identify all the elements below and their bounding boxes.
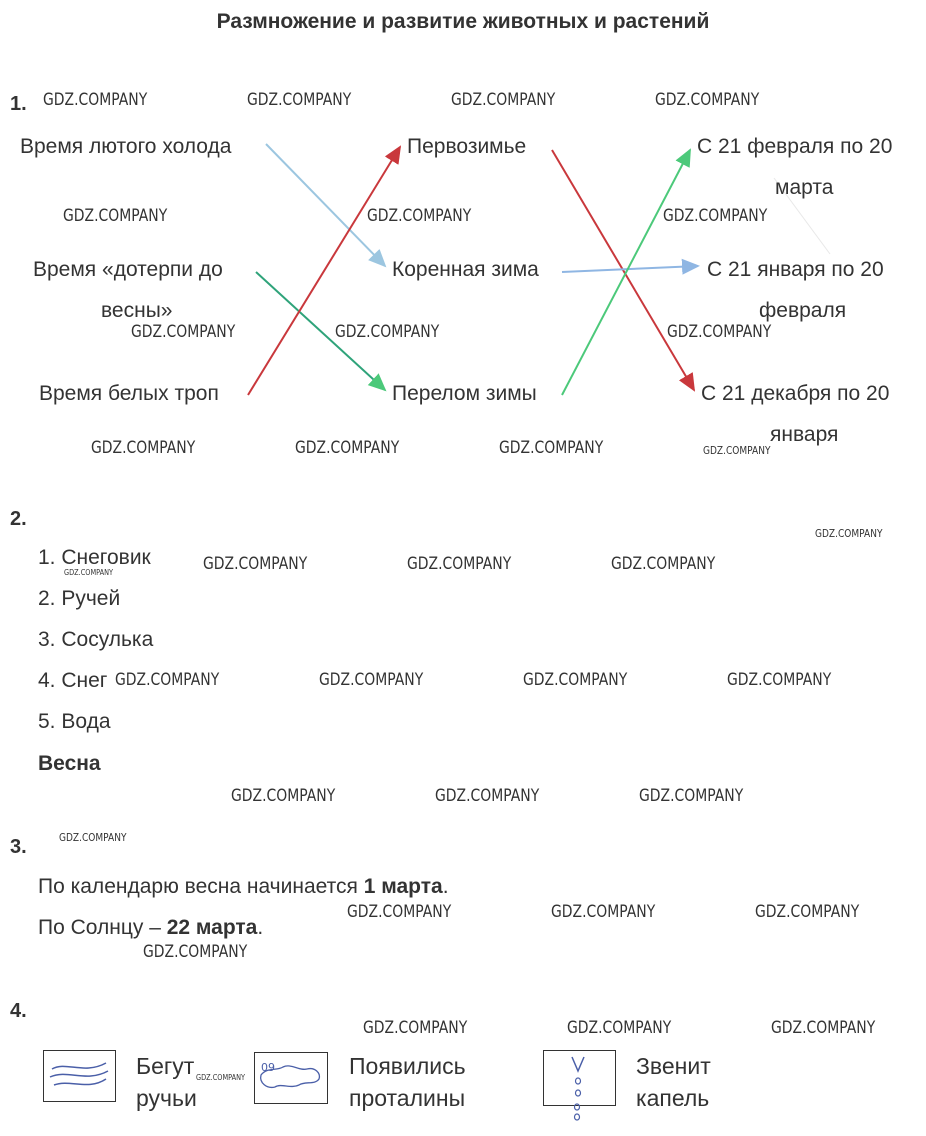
- card-dripping-caption: Звенит капель: [636, 1053, 711, 1111]
- left-item-endure-2: весны»: [101, 299, 173, 322]
- arrow-endure-to-break: [255, 271, 387, 392]
- right-item-dec-jan-2: января: [770, 423, 839, 446]
- watermark: GDZ.COMPANY: [611, 554, 716, 574]
- watermark: GDZ.COMPANY: [663, 206, 768, 226]
- watermark: GDZ.COMPANY: [63, 206, 168, 226]
- watermark: GDZ.COMPANY: [196, 1073, 246, 1082]
- watermark: GDZ.COMPANY: [131, 322, 236, 342]
- watermark: GDZ.COMPANY: [347, 902, 452, 922]
- card-thawed-caption: Появились проталины: [349, 1053, 466, 1111]
- task2-number: 2.: [10, 508, 27, 530]
- watermark: GDZ.COMPANY: [771, 1018, 876, 1038]
- thawed-patches-icon: 09: [254, 1052, 328, 1104]
- watermark: GDZ.COMPANY: [815, 527, 883, 540]
- arrow-break-to-feb: [561, 148, 691, 396]
- calendar-spring-line: По календарю весна начинается 1 марта.: [38, 875, 449, 898]
- watermark: GDZ.COMPANY: [203, 554, 308, 574]
- list-item-snow: 4. Снег: [38, 669, 108, 692]
- watermark: GDZ.COMPANY: [115, 670, 220, 690]
- arrow-root-to-jan: [561, 258, 700, 275]
- watermark: GDZ.COMPANY: [655, 90, 760, 110]
- watermark: GDZ.COMPANY: [335, 322, 440, 342]
- solar-spring-line: По Солнцу – 22 марта.: [38, 916, 264, 939]
- watermark: GDZ.COMPANY: [523, 670, 628, 690]
- middle-item-first-winter: Первозимье: [407, 135, 527, 158]
- watermark: GDZ.COMPANY: [667, 322, 772, 342]
- watermark: GDZ.COMPANY: [143, 942, 248, 962]
- left-item-cold: Время лютого холода: [20, 135, 232, 158]
- right-item-feb-mar-2: марта: [775, 176, 834, 199]
- right-item-jan-feb-1: С 21 января по 20: [707, 258, 884, 281]
- streams-icon: [43, 1050, 116, 1102]
- watermark: GDZ.COMPANY: [64, 568, 114, 577]
- middle-item-root-winter: Коренная зима: [392, 258, 539, 281]
- task3-number: 3.: [10, 836, 27, 858]
- left-item-endure-1: Время «дотерпи до: [33, 258, 223, 281]
- watermark: GDZ.COMPANY: [435, 786, 540, 806]
- right-item-dec-jan-1: С 21 декабря по 20: [701, 382, 890, 405]
- watermark: GDZ.COMPANY: [319, 670, 424, 690]
- list-item-icicle: 3. Сосулька: [38, 628, 154, 651]
- list-item-snowman: 1. Снеговик: [38, 546, 151, 569]
- left-item-white-trails: Время белых троп: [39, 382, 219, 405]
- page-title: Размножение и развитие животных и растен…: [216, 10, 710, 33]
- watermark: GDZ.COMPANY: [247, 90, 352, 110]
- watermark: GDZ.COMPANY: [499, 438, 604, 458]
- watermark: GDZ.COMPANY: [43, 90, 148, 110]
- watermark: GDZ.COMPANY: [367, 206, 472, 226]
- watermark: GDZ.COMPANY: [91, 438, 196, 458]
- watermark: GDZ.COMPANY: [59, 831, 127, 844]
- arrow-cold-to-root: [265, 143, 387, 268]
- watermark: GDZ.COMPANY: [407, 554, 512, 574]
- watermark: GDZ.COMPANY: [703, 444, 771, 457]
- dripping-icon: [543, 1050, 616, 1121]
- arrow-white-to-first: [247, 145, 402, 396]
- watermark: GDZ.COMPANY: [551, 902, 656, 922]
- watermark: GDZ.COMPANY: [231, 786, 336, 806]
- task4-number: 4.: [10, 1000, 27, 1022]
- list-item-stream: 2. Ручей: [38, 587, 121, 610]
- list-item-water: 5. Вода: [38, 710, 111, 733]
- watermark: GDZ.COMPANY: [727, 670, 832, 690]
- task1-number: 1.: [10, 93, 27, 115]
- watermark: GDZ.COMPANY: [451, 90, 556, 110]
- middle-item-winter-break: Перелом зимы: [392, 382, 537, 405]
- svg-text:09: 09: [261, 1061, 275, 1074]
- card-streams-caption: Бегут ручьи: [136, 1053, 197, 1111]
- watermark: GDZ.COMPANY: [363, 1018, 468, 1038]
- faint-line: [773, 177, 831, 255]
- watermark: GDZ.COMPANY: [755, 902, 860, 922]
- watermark: GDZ.COMPANY: [639, 786, 744, 806]
- right-item-jan-feb-2: февраля: [759, 299, 847, 322]
- watermark: GDZ.COMPANY: [567, 1018, 672, 1038]
- matching-lines: [247, 143, 831, 396]
- right-item-feb-mar-1: С 21 февраля по 20: [697, 135, 893, 158]
- watermark: GDZ.COMPANY: [295, 438, 400, 458]
- task2-answer: Весна: [38, 752, 101, 775]
